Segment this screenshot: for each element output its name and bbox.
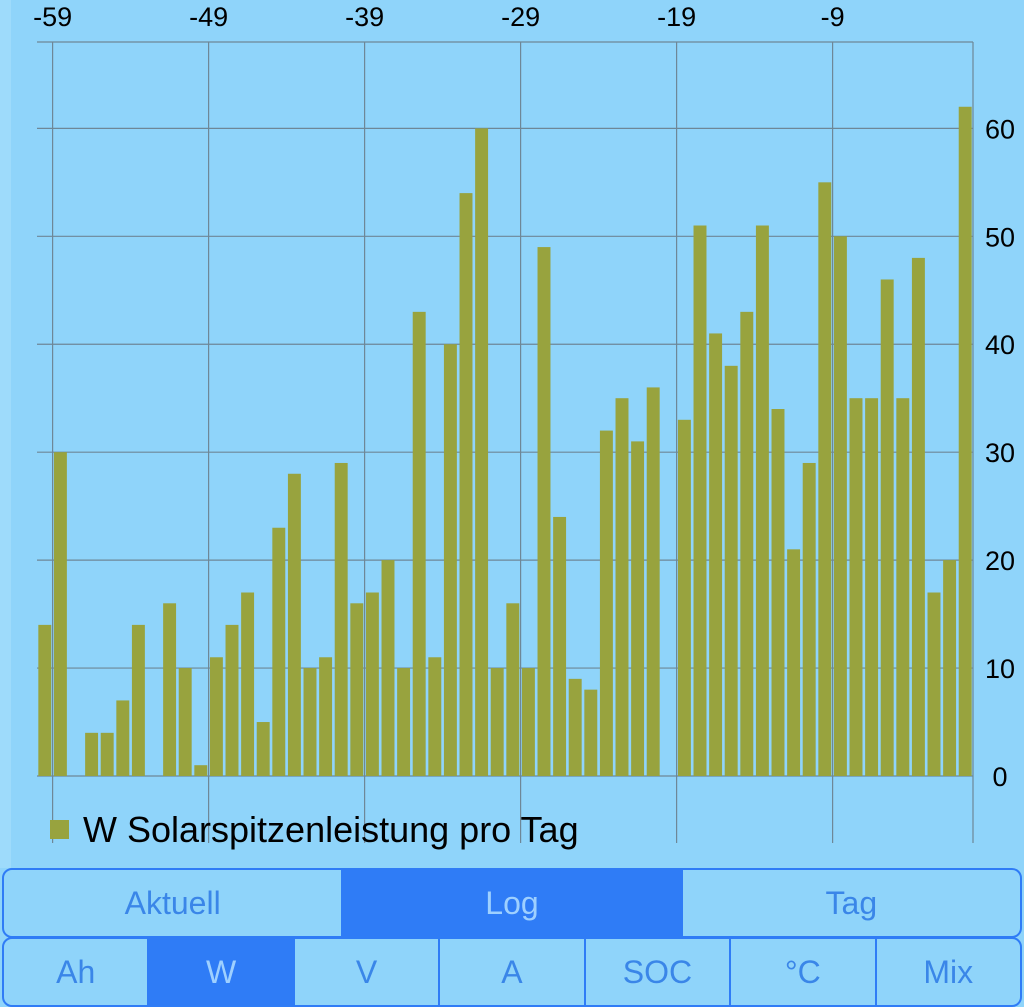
bar — [537, 247, 551, 776]
bar — [256, 722, 270, 776]
tab-mix[interactable]: Mix — [923, 953, 974, 990]
bar — [287, 473, 301, 776]
bar — [412, 311, 426, 776]
tab-aktuell[interactable]: Aktuell — [4, 870, 344, 936]
bar — [771, 409, 785, 776]
tab-soc[interactable]: SOC — [586, 939, 732, 1005]
y-tick-label: 30 — [985, 438, 1015, 468]
tab-w[interactable]: W — [149, 939, 295, 1005]
bar — [506, 603, 520, 776]
bar — [38, 624, 52, 776]
tab-v[interactable]: V — [295, 939, 441, 1005]
bar-chart: -59 -49 -39 -29 -19 -9 0 10 20 30 40 50 60 W Solarspi… — [33, 2, 1015, 850]
bar — [163, 603, 177, 776]
view-mode-segmented-control: Aktuell Log Tag — [2, 868, 1022, 938]
bar — [896, 398, 910, 776]
bar — [599, 430, 613, 776]
x-tick-label: -59 — [33, 2, 72, 32]
bar — [787, 549, 801, 776]
x-tick-label: -29 — [501, 2, 540, 32]
bar — [724, 365, 738, 776]
bar — [568, 678, 582, 776]
legend-label: W Solarspitzenleistung pro Tag — [83, 809, 579, 850]
bar — [443, 344, 457, 776]
bar — [693, 225, 707, 776]
bar — [365, 592, 379, 776]
bar — [631, 441, 645, 776]
bar — [459, 193, 473, 776]
bar — [225, 624, 239, 776]
tab-tag[interactable]: Tag — [825, 884, 878, 921]
bar — [490, 668, 504, 776]
x-tick-label: -19 — [657, 2, 696, 32]
bar — [428, 657, 442, 776]
x-tick-label: -9 — [821, 2, 845, 32]
y-tick-label: 10 — [985, 654, 1015, 684]
bar — [53, 452, 67, 776]
x-tick-label: -39 — [345, 2, 384, 32]
bar — [553, 516, 567, 776]
bar — [475, 128, 489, 777]
bar — [880, 279, 894, 776]
legend-swatch — [50, 820, 69, 839]
bar — [865, 398, 879, 776]
bar — [521, 668, 535, 776]
bar — [958, 106, 972, 776]
left-edge-strip — [0, 0, 11, 868]
unit-segmented-control: Ah W V A SOC °C Mix — [2, 937, 1022, 1007]
bar — [241, 592, 255, 776]
tab-celsius[interactable]: °C — [731, 939, 877, 1005]
bar — [319, 657, 333, 776]
bar — [943, 560, 957, 776]
bar — [194, 765, 208, 776]
bar — [381, 560, 395, 776]
y-tick-label: 50 — [985, 222, 1015, 252]
bar — [397, 668, 411, 776]
bar — [740, 311, 754, 776]
y-tick-label: 20 — [985, 546, 1015, 576]
bar — [833, 236, 847, 776]
y-tick-label: 0 — [992, 762, 1007, 792]
bar — [615, 398, 629, 776]
bar — [911, 257, 925, 777]
bar — [178, 668, 192, 776]
y-tick-label: 40 — [985, 330, 1015, 360]
bar — [116, 700, 130, 776]
bar — [334, 462, 348, 776]
bar — [646, 387, 660, 776]
bar — [677, 419, 691, 776]
bar — [927, 592, 941, 776]
tab-ah[interactable]: Ah — [4, 939, 150, 1005]
y-tick-label: 60 — [985, 114, 1015, 144]
tab-log[interactable]: Log — [343, 870, 683, 936]
tab-a[interactable]: A — [440, 939, 586, 1005]
bar — [272, 527, 286, 776]
bar — [303, 668, 317, 776]
bar — [802, 462, 816, 776]
bar — [584, 689, 598, 776]
bar — [818, 182, 832, 776]
bar — [709, 333, 723, 776]
bar — [849, 398, 863, 776]
bar — [209, 657, 223, 776]
bar — [131, 624, 145, 776]
x-tick-label: -49 — [189, 2, 228, 32]
bar — [350, 603, 364, 776]
bar — [85, 732, 99, 776]
bar — [755, 225, 769, 776]
bar — [100, 732, 114, 776]
